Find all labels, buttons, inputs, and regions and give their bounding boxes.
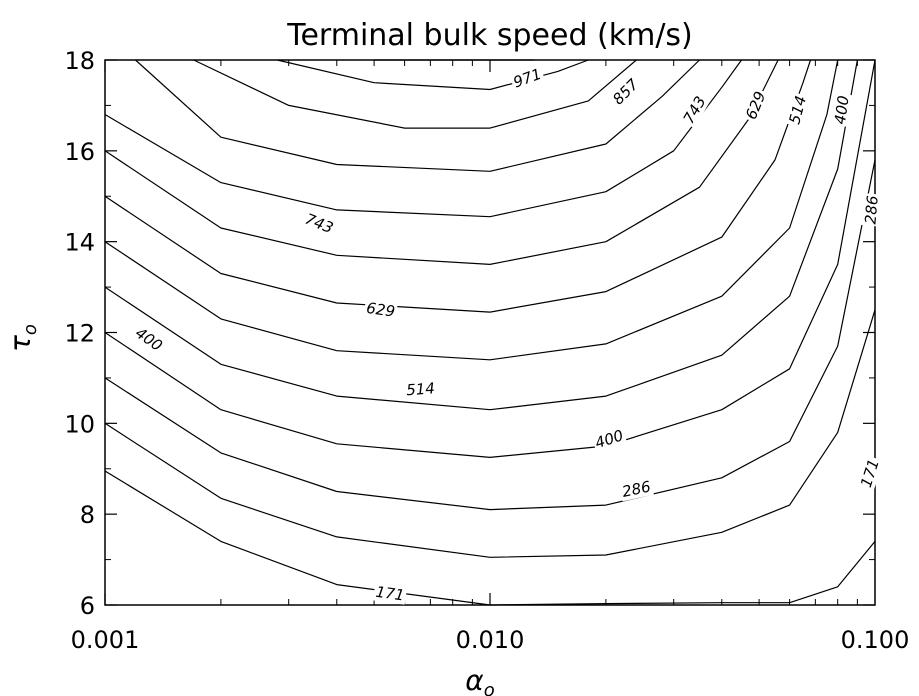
x-tick-label: 0.010 (456, 626, 525, 654)
contour-line-324 (104, 59, 858, 411)
contour-label-text: 857 (609, 75, 642, 108)
y-tick-label: 10 (64, 410, 95, 438)
contour-label-text: 400 (831, 95, 853, 126)
contour-label: 971 (509, 64, 546, 93)
contour-label-bg (509, 64, 546, 93)
contour-label-bg (618, 477, 654, 502)
x-axis-label: αo (465, 664, 494, 696)
contour-labels: 171 286 400 514 629 400 743 971 857 743 629 514 400 2… (130, 64, 884, 605)
x-tick-label: 0.001 (71, 626, 140, 654)
contour-label-text: 171 (857, 457, 883, 490)
contour-line-438 (104, 59, 779, 265)
contour-label: 171 (372, 582, 408, 605)
contour-label: 400 (130, 322, 168, 356)
contour-line-171 (104, 470, 876, 606)
contour-label-bg (300, 209, 338, 238)
contour-label-text: 286 (621, 477, 653, 501)
axis-ticks: 6 8 10 12 14 16 18 0.001 0.010 0.100 (64, 47, 909, 654)
y-axis-label: τo (4, 324, 41, 352)
contour-label: 286 (618, 477, 654, 502)
axis-labels: αo τo (4, 324, 495, 696)
contour-label: 743 (300, 209, 338, 238)
y-tick-label: 18 (64, 47, 95, 75)
contour-label-bg (403, 379, 438, 400)
contour-label-bg (678, 91, 711, 129)
contour-label-bg (861, 193, 882, 227)
contour-label-text: 400 (593, 426, 626, 452)
y-tick-label: 16 (64, 138, 95, 166)
contour-label-text: 971 (511, 65, 544, 92)
contour-label-bg (363, 298, 398, 321)
contour-label: 400 (591, 425, 628, 453)
contour-label: 514 (403, 379, 438, 400)
contour-lines (104, 59, 876, 606)
contour-label-bg (741, 87, 771, 124)
y-tick-label: 8 (80, 501, 95, 529)
contour-label-text: 514 (785, 94, 810, 126)
contour-label-bg (830, 92, 853, 128)
contour-label: 629 (363, 298, 398, 321)
contour-label-text: 629 (365, 299, 396, 321)
contour-label: 286 (861, 193, 882, 227)
contour-label: 171 (856, 455, 884, 492)
contour-label-text: 171 (375, 583, 406, 605)
y-tick-label: 12 (64, 320, 95, 348)
contour-line-552 (193, 59, 637, 129)
contour-label-text: 286 (861, 195, 881, 225)
contour-line-229 (104, 159, 876, 511)
contour-label: 743 (678, 91, 711, 129)
y-tick-label: 14 (64, 229, 95, 257)
contour-label: 400 (830, 92, 853, 128)
contour-line-190 (104, 309, 876, 558)
contour-label-bg (784, 92, 811, 128)
contour-label-bg (591, 425, 628, 453)
contour-label-bg (372, 582, 408, 605)
chart-title: Terminal bulk speed (km/s) (286, 18, 693, 53)
contour-label-bg (607, 74, 644, 110)
contour-line-590 (277, 59, 589, 91)
contour-label-text: 514 (406, 379, 436, 399)
contour-label-bg (130, 322, 168, 356)
plot-frame (104, 59, 876, 606)
contour-label: 629 (741, 87, 771, 124)
contour-line-362 (104, 59, 839, 361)
contour-label-bg (856, 455, 884, 492)
contour-line-514 (135, 59, 700, 172)
contour-line-476 (104, 59, 742, 218)
y-tick-label: 6 (80, 592, 95, 620)
contour-label: 514 (784, 92, 811, 128)
x-tick-label: 0.100 (841, 626, 910, 654)
